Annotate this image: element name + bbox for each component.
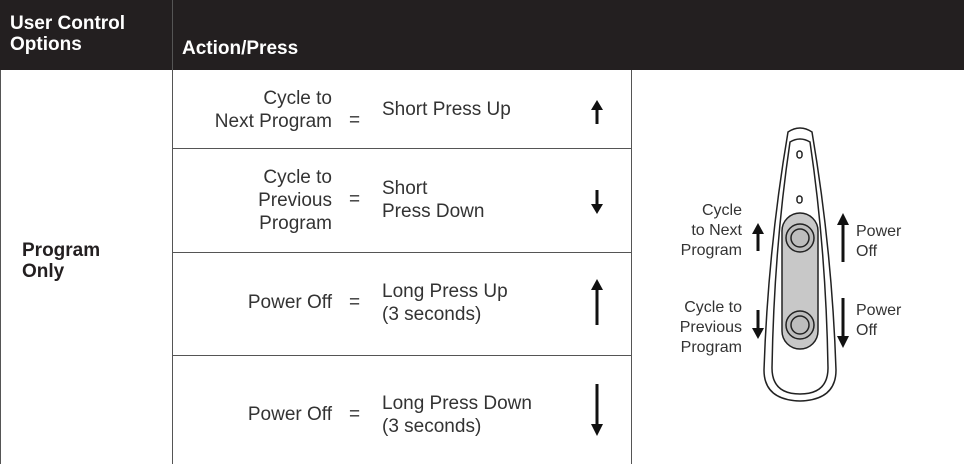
border	[631, 70, 632, 464]
action: Cycle to Next Program	[214, 88, 332, 132]
header-col2: Action/Press	[182, 38, 299, 59]
border	[172, 252, 631, 253]
press: Short Press Up	[382, 99, 511, 120]
border	[0, 70, 1, 464]
equals: =	[349, 189, 361, 210]
group-label: Program Only	[22, 240, 101, 282]
press: Long Press Down (3 seconds)	[382, 393, 532, 437]
action: Power Off	[247, 404, 332, 425]
diagram-label: Power Off	[856, 302, 902, 339]
diagram-label: Cycle to Previous Program	[679, 299, 742, 356]
equals: =	[349, 110, 361, 131]
press: Long Press Up (3 seconds)	[382, 281, 508, 325]
action: Cycle to Previous Program	[258, 167, 332, 234]
border	[172, 0, 173, 464]
header-bar: User Control Options Action/Press	[0, 0, 964, 70]
diagram-label: Cycle to Next Program	[680, 202, 742, 259]
equals: =	[349, 292, 361, 313]
press: Short Press Down	[382, 178, 485, 222]
equals: =	[349, 404, 361, 425]
action: Power Off	[247, 292, 332, 313]
header-col1: User Control Options	[10, 13, 126, 55]
diagram-label: Power Off	[856, 223, 902, 260]
border	[172, 148, 631, 149]
border	[172, 355, 631, 356]
